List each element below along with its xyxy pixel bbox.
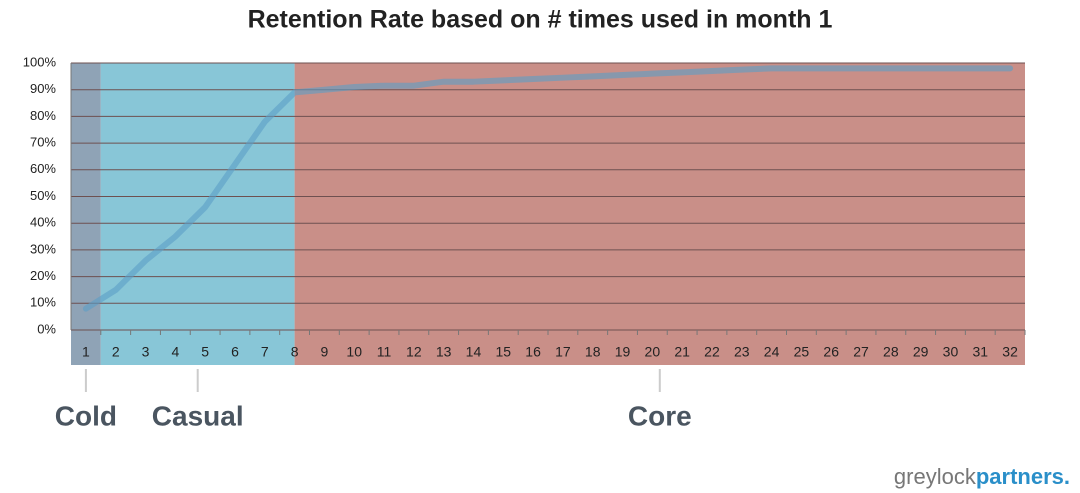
x-tick-label: 22 (704, 344, 720, 360)
y-tick-label: 20% (30, 268, 56, 283)
y-tick-label: 100% (23, 54, 57, 69)
x-tick-label: 7 (261, 344, 269, 360)
x-tick-label: 30 (943, 344, 959, 360)
region (71, 63, 101, 365)
x-tick-label: 24 (764, 344, 780, 360)
x-tick-label: 8 (291, 344, 299, 360)
x-tick-label: 2 (112, 344, 120, 360)
x-tick-label: 5 (201, 344, 209, 360)
x-tick-label: 23 (734, 344, 750, 360)
y-tick-label: 60% (30, 161, 56, 176)
x-tick-label: 28 (883, 344, 899, 360)
x-tick-label: 9 (321, 344, 329, 360)
y-tick-label: 10% (30, 295, 56, 310)
x-tick-label: 17 (555, 344, 571, 360)
x-tick-label: 10 (346, 344, 362, 360)
region-label: Cold (55, 400, 117, 431)
y-tick-label: 50% (30, 188, 56, 203)
x-tick-label: 16 (525, 344, 541, 360)
region (294, 63, 1025, 365)
logo-part: greylock (894, 464, 977, 489)
region-label: Casual (152, 400, 244, 431)
y-tick-label: 0% (37, 321, 56, 336)
x-tick-label: 11 (377, 344, 392, 360)
x-tick-label: 20 (645, 344, 661, 360)
x-tick-label: 6 (231, 344, 239, 360)
x-tick-label: 13 (436, 344, 452, 360)
y-tick-label: 90% (30, 81, 56, 96)
x-tick-label: 18 (585, 344, 601, 360)
x-tick-label: 14 (466, 344, 482, 360)
x-tick-label: 3 (142, 344, 150, 360)
x-tick-label: 31 (972, 344, 988, 360)
logo-part: partners. (976, 464, 1070, 489)
y-tick-label: 80% (30, 108, 56, 123)
x-tick-label: 26 (823, 344, 839, 360)
x-tick-label: 21 (674, 344, 690, 360)
region-label: Core (628, 400, 692, 431)
x-tick-label: 12 (406, 344, 422, 360)
logo: greylockpartners. (894, 464, 1070, 489)
x-tick-label: 15 (495, 344, 511, 360)
chart-title: Retention Rate based on # times used in … (248, 6, 833, 34)
x-tick-label: 19 (615, 344, 631, 360)
x-tick-label: 27 (853, 344, 869, 360)
x-tick-label: 29 (913, 344, 929, 360)
y-tick-label: 40% (30, 215, 56, 230)
y-tick-label: 70% (30, 135, 56, 150)
x-tick-label: 25 (794, 344, 810, 360)
y-tick-label: 30% (30, 241, 56, 256)
x-tick-label: 4 (171, 344, 179, 360)
line (82, 65, 1014, 312)
x-tick-label: 1 (82, 344, 90, 360)
x-tick-label: 32 (1002, 344, 1018, 360)
